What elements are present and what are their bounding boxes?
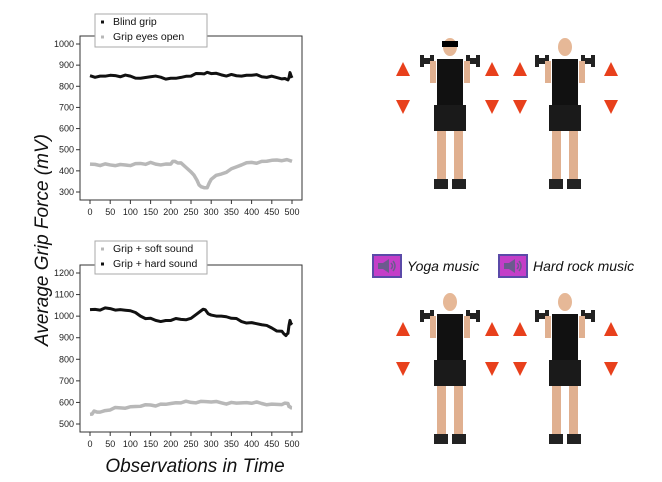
x-tick-label: 200 — [163, 439, 178, 449]
y-tick-label: 800 — [59, 81, 74, 91]
x-tick-label: 50 — [105, 439, 115, 449]
x-tick-label: 450 — [264, 207, 279, 217]
y-tick-label: 500 — [59, 145, 74, 155]
down-arrow-icon — [396, 362, 410, 376]
yoga-music-tag: Yoga music — [372, 254, 479, 278]
person-figure — [535, 35, 595, 210]
up-arrow-icon — [604, 62, 618, 76]
y-tick-label: 300 — [59, 187, 74, 197]
down-arrow-icon — [513, 362, 527, 376]
x-tick-label: 250 — [183, 207, 198, 217]
y-tick-label: 900 — [59, 60, 74, 70]
up-arrow-icon — [513, 322, 527, 336]
up-arrow-icon — [485, 322, 499, 336]
person-figure — [535, 290, 595, 465]
y-tick-label: 1000 — [54, 311, 74, 321]
series-line — [89, 399, 293, 417]
x-tick-label: 100 — [123, 207, 138, 217]
y-tick-label: 400 — [59, 166, 74, 176]
series-line — [89, 70, 294, 82]
x-tick-label: 150 — [143, 439, 158, 449]
down-arrow-icon — [485, 362, 499, 376]
speaker-icon — [372, 254, 402, 278]
up-arrow-icon — [604, 322, 618, 336]
plot-frame — [79, 35, 303, 201]
person-figure — [420, 290, 480, 465]
y-tick-label: 700 — [59, 376, 74, 386]
hard-rock-music-label: Hard rock music — [533, 258, 635, 274]
y-tick-label: 900 — [59, 333, 74, 343]
yoga-music-label: Yoga music — [407, 258, 480, 274]
x-tick-label: 200 — [163, 207, 178, 217]
up-arrow-icon — [513, 62, 527, 76]
x-axis-label: Observations in Time — [105, 456, 284, 477]
y-tick-label: 700 — [59, 102, 74, 112]
down-arrow-icon — [485, 100, 499, 114]
up-arrow-icon — [396, 322, 410, 336]
person-figure — [420, 35, 480, 210]
x-tick-label: 400 — [244, 439, 259, 449]
up-arrow-icon — [396, 62, 410, 76]
x-tick-label: 150 — [143, 207, 158, 217]
series-line — [89, 157, 293, 190]
x-tick-label: 450 — [264, 439, 279, 449]
legend-entry: Grip + soft sound — [113, 243, 193, 255]
up-arrow-icon — [485, 62, 499, 76]
x-tick-label: 500 — [284, 439, 299, 449]
x-tick-label: 250 — [183, 439, 198, 449]
x-tick-label: 50 — [105, 207, 115, 217]
x-tick-label: 0 — [87, 207, 92, 217]
legend-box — [94, 240, 208, 275]
y-axis-label: Average Grip Force (mV) — [32, 134, 53, 347]
down-arrow-icon — [604, 100, 618, 114]
speaker-icon — [498, 254, 528, 278]
hard-rock-music-tag: Hard rock music — [498, 254, 634, 278]
down-arrow-icon — [513, 100, 527, 114]
legend-entry: Grip eyes open — [113, 31, 184, 43]
legend-box — [94, 13, 208, 48]
x-tick-label: 100 — [123, 439, 138, 449]
x-tick-label: 400 — [244, 207, 259, 217]
y-tick-label: 1100 — [55, 290, 74, 300]
y-tick-label: 600 — [59, 397, 74, 407]
x-tick-label: 300 — [204, 439, 219, 449]
y-tick-label: 500 — [59, 419, 74, 429]
legend-entry: Blind grip — [113, 16, 157, 28]
legend-entry: Grip + hard sound — [113, 258, 198, 270]
x-tick-label: 500 — [284, 207, 299, 217]
series-line — [89, 306, 294, 338]
down-arrow-icon — [604, 362, 618, 376]
down-arrow-icon — [396, 100, 410, 114]
y-tick-label: 800 — [59, 354, 74, 364]
y-tick-label: 1200 — [54, 268, 74, 278]
x-tick-label: 0 — [87, 439, 92, 449]
y-tick-label: 1000 — [54, 39, 74, 49]
x-tick-label: 300 — [204, 207, 219, 217]
y-tick-label: 600 — [59, 124, 74, 134]
x-tick-label: 350 — [224, 207, 239, 217]
x-tick-label: 350 — [224, 439, 239, 449]
